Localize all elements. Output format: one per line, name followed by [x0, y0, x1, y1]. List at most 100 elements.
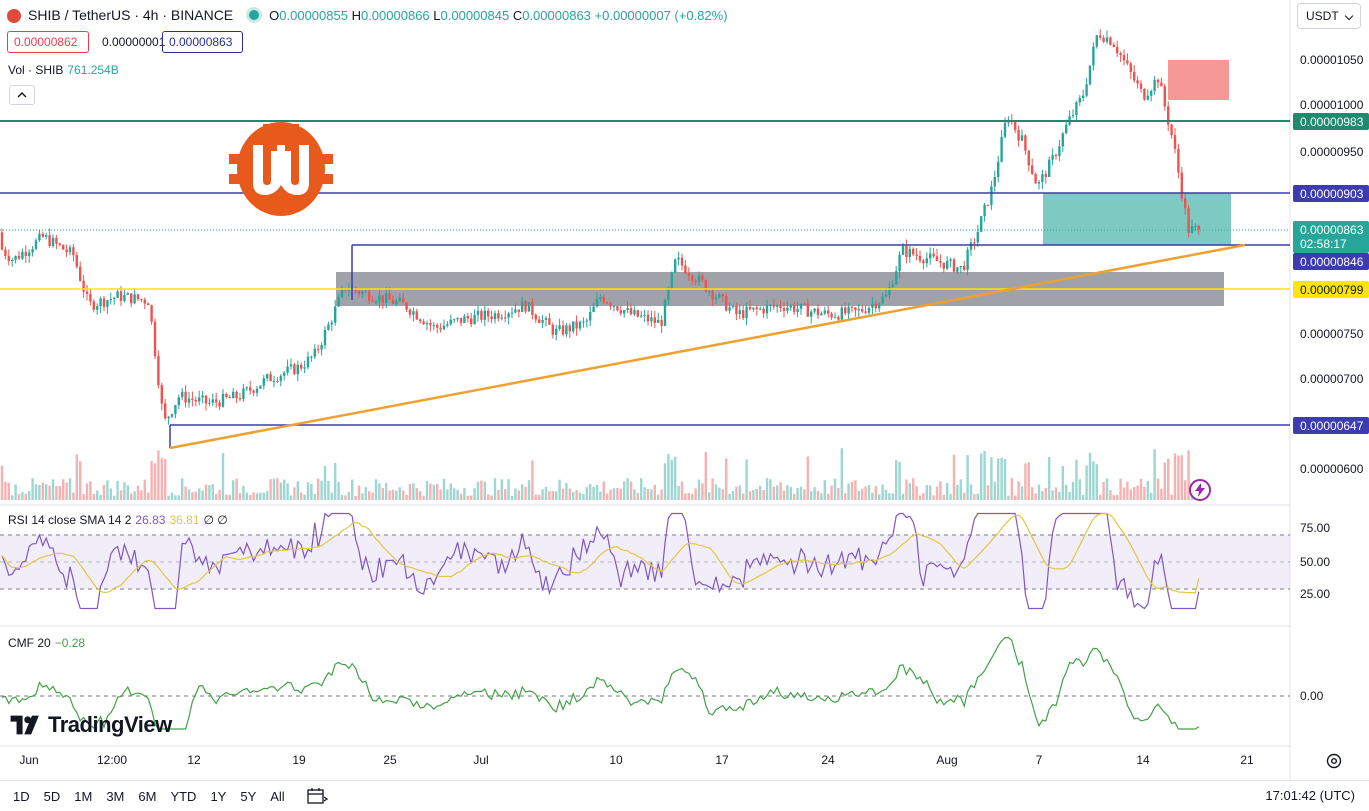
range-1y[interactable]: 1Y	[210, 788, 227, 804]
volume-bar	[854, 480, 857, 500]
candle-body	[949, 259, 952, 261]
candlesticks[interactable]	[0, 29, 1200, 425]
utc-clock[interactable]: 17:01:42 (UTC)	[1265, 788, 1355, 803]
date-range-icon[interactable]	[306, 787, 328, 805]
volume-bar	[55, 486, 58, 500]
candle-body	[1044, 174, 1047, 177]
volume-bar	[551, 491, 554, 500]
settings-gear-icon[interactable]	[1325, 752, 1343, 770]
volume-bar	[1058, 491, 1061, 500]
volume-bar	[28, 491, 31, 500]
volume-bar	[354, 495, 357, 500]
candle-body	[31, 249, 34, 253]
ascending-trendline[interactable]	[169, 243, 1246, 450]
range-5d[interactable]: 5D	[43, 788, 61, 804]
volume-bar	[1187, 450, 1190, 500]
candle-body	[187, 398, 191, 403]
long-entry-zone[interactable]	[1043, 193, 1231, 245]
candle-body	[568, 325, 571, 332]
volume-bar	[1051, 490, 1054, 500]
candle-body	[888, 286, 891, 295]
volume-bar	[153, 463, 157, 500]
candle-body	[731, 305, 735, 308]
cmf-line[interactable]	[1, 636, 1200, 730]
candle-body	[748, 306, 752, 310]
rsi-axis-label: 50.00	[1300, 555, 1331, 569]
volume-bar	[1014, 495, 1017, 500]
volume-bar	[72, 492, 75, 500]
volume-bar	[119, 490, 123, 500]
candle-body	[997, 161, 1000, 178]
volume-bar	[786, 485, 789, 500]
range-1d[interactable]: 1D	[13, 788, 30, 804]
candle-body	[1160, 82, 1163, 87]
candle-body	[799, 303, 803, 309]
price-axis-label: 0.00000600	[1300, 462, 1364, 476]
candle-body	[524, 301, 527, 312]
candle-body	[1167, 106, 1170, 125]
range-1m[interactable]: 1M	[74, 788, 93, 804]
candle-body	[323, 329, 327, 346]
volume-bar	[555, 491, 558, 500]
candle-body	[1150, 90, 1153, 96]
volume-bar	[198, 488, 201, 500]
time-axis-label: 7	[1035, 753, 1043, 767]
volume-bar	[340, 494, 344, 500]
collapse-legend-button[interactable]	[9, 85, 35, 105]
volume-bar	[514, 488, 517, 500]
candle-body	[714, 297, 718, 300]
candle-body	[908, 248, 911, 258]
tradingview-logo[interactable]: TradingView	[10, 712, 172, 738]
range-6m[interactable]: 6M	[138, 788, 157, 804]
volume-bar	[1017, 481, 1020, 500]
volume-bar	[871, 492, 874, 500]
candle-body	[1119, 53, 1122, 56]
volume-bar	[840, 448, 843, 500]
candle-body	[150, 305, 153, 322]
range-all[interactable]: All	[270, 788, 285, 804]
volume-bar	[201, 490, 204, 500]
range-ytd[interactable]: YTD	[170, 788, 197, 804]
volume-bar	[157, 450, 160, 500]
badge-last-price: 0.00000863 02:58:17	[1293, 221, 1369, 253]
candle-body	[1129, 63, 1132, 72]
price-axis-label: 0.00000950	[1300, 145, 1364, 159]
range-5y[interactable]: 5Y	[240, 788, 257, 804]
volume-bar	[568, 488, 571, 500]
candle-body	[507, 313, 510, 318]
candle-body	[266, 374, 269, 379]
badge-983: 0.00000983	[1293, 113, 1369, 130]
candle-body	[697, 275, 701, 283]
volume-bar	[939, 481, 942, 500]
volume-bar	[748, 491, 752, 500]
volume-bar	[232, 480, 235, 500]
volume-bar	[289, 495, 293, 500]
candle-body	[123, 294, 126, 301]
candle-body	[650, 317, 653, 322]
currency-select[interactable]: USDT	[1297, 3, 1361, 29]
candle-body	[249, 387, 252, 391]
volume-bar	[0, 465, 4, 500]
volume-bars	[0, 448, 1200, 500]
candle-body	[218, 402, 221, 407]
short-target-zone[interactable]	[1168, 60, 1229, 100]
symbol-title[interactable]: SHIB / TetherUS · 4h · BINANCE	[28, 7, 234, 23]
rsi-sma-line[interactable]	[1, 512, 1200, 594]
volume-bar	[75, 454, 78, 500]
volume-bar	[374, 479, 378, 500]
symbol-header: SHIB / TetherUS · 4h · BINANCE O0.000008…	[0, 0, 1290, 30]
candle-body	[330, 322, 333, 325]
range-3m[interactable]: 3M	[106, 788, 125, 804]
volume-bar	[636, 493, 639, 500]
rsi-line[interactable]	[1, 512, 1200, 610]
sell-button[interactable]: 0.00000862	[7, 31, 89, 53]
candle-body	[476, 310, 480, 315]
candle-body	[204, 395, 208, 404]
open-value: 0.00000855	[279, 7, 348, 23]
alert-flash-button[interactable]	[1189, 479, 1211, 501]
candle-body	[89, 294, 92, 302]
candle-body	[259, 385, 262, 389]
buy-button[interactable]: 0.00000863	[162, 31, 243, 53]
volume-bar	[745, 459, 748, 500]
